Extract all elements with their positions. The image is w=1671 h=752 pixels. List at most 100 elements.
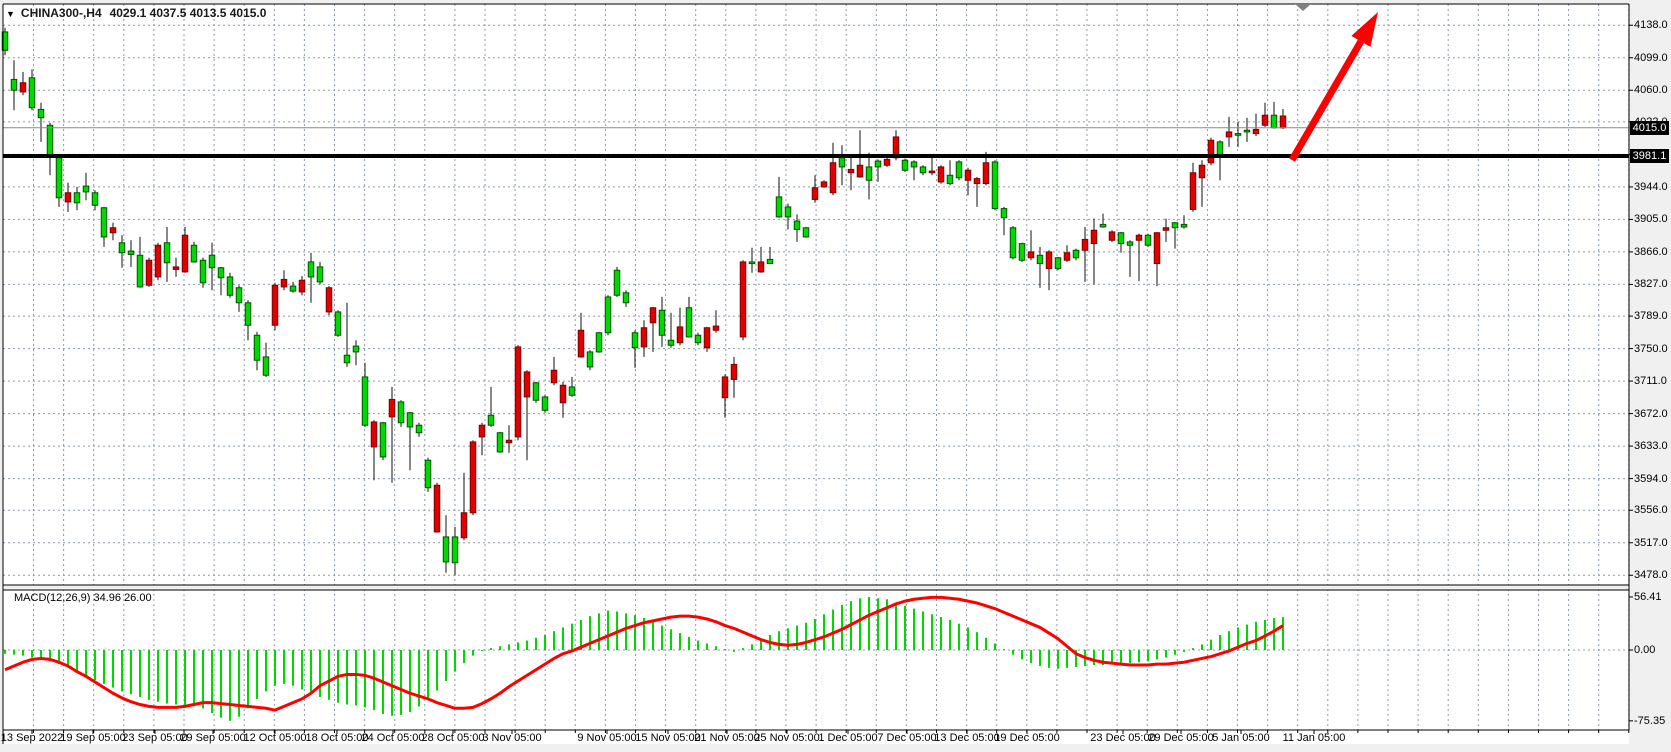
- candle: [640, 327, 648, 348]
- macd-histogram-bar: [76, 650, 78, 671]
- macd-histogram-bar: [364, 650, 366, 708]
- price-axis-label: 4099.0: [1634, 51, 1668, 64]
- candle: [406, 412, 414, 428]
- macd-histogram-bar: [400, 650, 402, 715]
- candle: [847, 168, 855, 174]
- candle: [532, 382, 540, 401]
- macd-histogram-bar: [112, 650, 114, 688]
- macd-histogram-bar: [535, 637, 537, 650]
- candle: [1045, 251, 1053, 270]
- macd-histogram-bar: [391, 650, 393, 716]
- macd-histogram-bar: [1030, 650, 1032, 664]
- macd-histogram-bar: [1003, 649, 1005, 651]
- time-axis-label: 13 Sep 2022: [0, 732, 64, 744]
- time-axis-label: 5 Jan 05:00: [1212, 732, 1270, 744]
- macd-histogram-bar: [1120, 650, 1122, 665]
- candle: [343, 354, 351, 364]
- horizontal-line-object[interactable]: [3, 154, 1629, 158]
- macd-histogram-bar: [13, 650, 15, 655]
- candle: [505, 439, 513, 444]
- price-axis-label: 3750.0: [1634, 342, 1668, 355]
- macd-histogram-bar: [481, 650, 483, 651]
- macd-histogram-bar: [22, 650, 24, 656]
- macd-histogram-bar: [625, 613, 627, 650]
- macd-histogram-bar: [94, 650, 96, 681]
- candle: [487, 414, 495, 426]
- candle: [874, 160, 882, 168]
- macd-histogram-bar: [4, 650, 6, 654]
- macd-histogram-bar: [1012, 650, 1014, 655]
- candle: [253, 334, 261, 361]
- candle: [64, 192, 72, 203]
- candle: [577, 329, 585, 358]
- candle: [181, 234, 189, 273]
- candle: [1063, 252, 1071, 261]
- candle: [1081, 238, 1089, 251]
- candle: [307, 261, 315, 278]
- candle: [415, 424, 423, 434]
- macd-histogram-bar: [1066, 650, 1068, 668]
- candle: [514, 346, 522, 438]
- time-axis-label: 9 Nov 05:00: [577, 732, 637, 744]
- macd-histogram-bar: [715, 646, 717, 650]
- candle: [613, 269, 621, 296]
- macd-histogram-bar: [1174, 650, 1176, 655]
- macd-histogram-bar: [589, 616, 591, 650]
- candle: [190, 244, 198, 263]
- macd-histogram-bar: [67, 650, 69, 667]
- macd-histogram-bar: [1282, 617, 1284, 650]
- macd-histogram-bar: [1273, 618, 1275, 650]
- candle: [1171, 222, 1179, 229]
- macd-histogram-bar: [148, 650, 150, 700]
- candle: [856, 164, 864, 178]
- candle: [280, 278, 288, 288]
- candle: [991, 161, 999, 210]
- macd-histogram-bar: [670, 629, 672, 650]
- candle: [478, 424, 486, 438]
- macd-histogram-bar: [724, 649, 726, 651]
- macd-histogram-bar: [1147, 650, 1149, 662]
- macd-signal-line: [4, 595, 1284, 712]
- candle: [127, 250, 135, 255]
- candle: [550, 369, 558, 384]
- time-axis-label: 13 Dec 05:00: [934, 732, 1000, 744]
- symbol-dropdown-icon[interactable]: ▼: [6, 9, 15, 19]
- macd-histogram-bar: [436, 650, 438, 691]
- candle: [1090, 229, 1098, 245]
- candle: [631, 332, 639, 349]
- macd-histogram-bar: [1021, 650, 1023, 660]
- macd-histogram-bar: [976, 632, 978, 650]
- macd-histogram-bar: [778, 631, 780, 650]
- candle: [703, 327, 711, 349]
- time-axis-label: 29 Sep 05:00: [180, 732, 246, 744]
- candle: [676, 326, 684, 344]
- candle: [739, 261, 747, 338]
- candle: [334, 311, 342, 336]
- macd-histogram-bar: [949, 619, 951, 650]
- macd-histogram-bar: [472, 650, 474, 656]
- price-axis-label: 3556.0: [1634, 504, 1668, 517]
- time-axis-label: 25 Nov 05:00: [754, 732, 820, 744]
- macd-histogram-bar: [490, 648, 492, 650]
- chart-shift-marker-icon[interactable]: [1295, 4, 1311, 11]
- macd-histogram-bar: [904, 605, 906, 650]
- macd-histogram-bar: [1255, 621, 1257, 650]
- price-axis-label: 3478.0: [1634, 569, 1668, 582]
- trend-arrow[interactable]: [1288, 12, 1378, 162]
- candle: [1153, 232, 1161, 265]
- macd-histogram-bar: [508, 644, 510, 650]
- candle: [442, 536, 450, 563]
- macd-histogram-bar: [1156, 650, 1158, 660]
- macd-histogram-bar: [544, 634, 546, 650]
- price-axis-label: 3789.0: [1634, 310, 1668, 323]
- price-axis-label: 3517.0: [1634, 536, 1668, 549]
- macd-histogram-bar: [103, 650, 105, 684]
- macd-histogram-bar: [1102, 650, 1104, 666]
- candle: [811, 187, 819, 200]
- macd-histogram-bar: [931, 614, 933, 650]
- macd-histogram-bar: [1228, 631, 1230, 650]
- macd-histogram-bar: [166, 650, 168, 704]
- candle: [820, 181, 828, 188]
- macd-histogram-bar: [553, 631, 555, 650]
